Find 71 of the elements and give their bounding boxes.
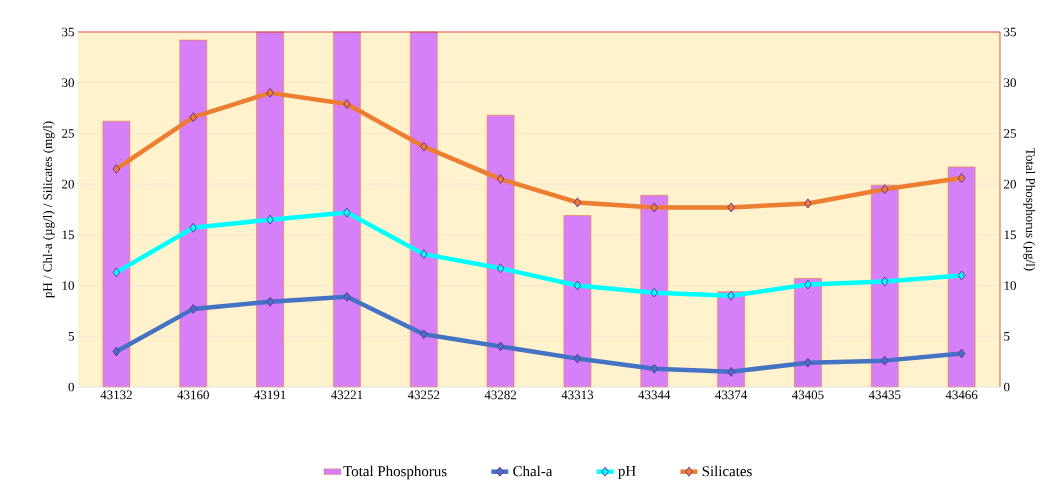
x-tick-label: 43191 — [254, 390, 286, 400]
point — [880, 184, 889, 195]
point — [112, 346, 121, 357]
y2-axis-title: Total Phosphorus (µg/l) — [1023, 148, 1036, 271]
y2-tick-label: 0 — [1004, 382, 1010, 392]
x-tick-label: 43313 — [561, 390, 594, 400]
y2-tick-label: 10 — [1004, 281, 1016, 290]
legend-label: pH — [618, 466, 636, 479]
y2-tick-label: 25 — [1004, 129, 1016, 138]
point — [804, 198, 812, 209]
point — [957, 173, 966, 184]
x-tick-label: 43221 — [330, 390, 363, 400]
legend-label: Total Phosphorus — [343, 465, 447, 480]
point — [957, 348, 966, 359]
point — [880, 355, 889, 366]
y2-tick-label: 35 — [1004, 27, 1016, 37]
x-tick-label: 43435 — [868, 390, 901, 400]
y2-tick-label: 5 — [1004, 331, 1010, 341]
point — [496, 341, 505, 352]
point — [419, 141, 428, 152]
point — [343, 291, 351, 302]
point — [650, 202, 659, 213]
x-tick-label: 43344 — [638, 390, 671, 400]
y-tick-label: 35 — [62, 27, 74, 37]
y-tick-label: 25 — [62, 129, 74, 138]
point — [189, 222, 198, 233]
x-tick-label: 43132 — [100, 390, 132, 400]
point — [650, 363, 659, 374]
x-tick-label: 43374 — [715, 390, 748, 400]
y-tick-label: 5 — [68, 331, 74, 341]
point — [266, 214, 274, 225]
legend-label: Silicates — [702, 465, 752, 477]
point — [804, 279, 812, 290]
y2-tick-label: 20 — [1004, 179, 1016, 189]
point — [343, 99, 351, 109]
point — [189, 112, 198, 123]
point — [343, 207, 351, 218]
point — [112, 267, 121, 278]
point — [573, 353, 582, 364]
y-tick-label: 0 — [68, 382, 74, 392]
x-tick-label: 43282 — [484, 390, 517, 400]
legend-label: Chal-a — [513, 465, 553, 477]
bar — [563, 215, 592, 388]
point — [419, 329, 428, 340]
y-tick-label: 10 — [62, 281, 74, 290]
point — [266, 296, 274, 307]
point — [573, 280, 582, 291]
point — [496, 174, 505, 185]
x-tick-label: 43405 — [791, 390, 824, 400]
point — [650, 287, 659, 298]
point — [419, 249, 428, 260]
y-axis-title: pH / Chl-a (µg/l) / Silicates (mg/l) — [42, 121, 55, 298]
point — [727, 366, 735, 377]
point — [804, 357, 812, 368]
point — [727, 202, 735, 213]
y-tick-label: 20 — [62, 179, 74, 189]
point — [266, 87, 274, 98]
point — [880, 276, 889, 287]
y-tick-label: 30 — [62, 78, 74, 88]
point — [112, 163, 121, 174]
point — [496, 263, 505, 274]
y2-tick-label: 15 — [1004, 230, 1016, 240]
x-tick-label: 43466 — [945, 390, 978, 400]
point — [189, 303, 198, 314]
x-tick-label: 43252 — [407, 390, 440, 400]
point — [957, 270, 966, 281]
point — [727, 290, 735, 301]
y-tick-label: 15 — [62, 230, 74, 240]
x-tick-label: 43160 — [177, 390, 209, 400]
y2-tick-label: 30 — [1004, 78, 1016, 88]
point — [573, 197, 582, 208]
